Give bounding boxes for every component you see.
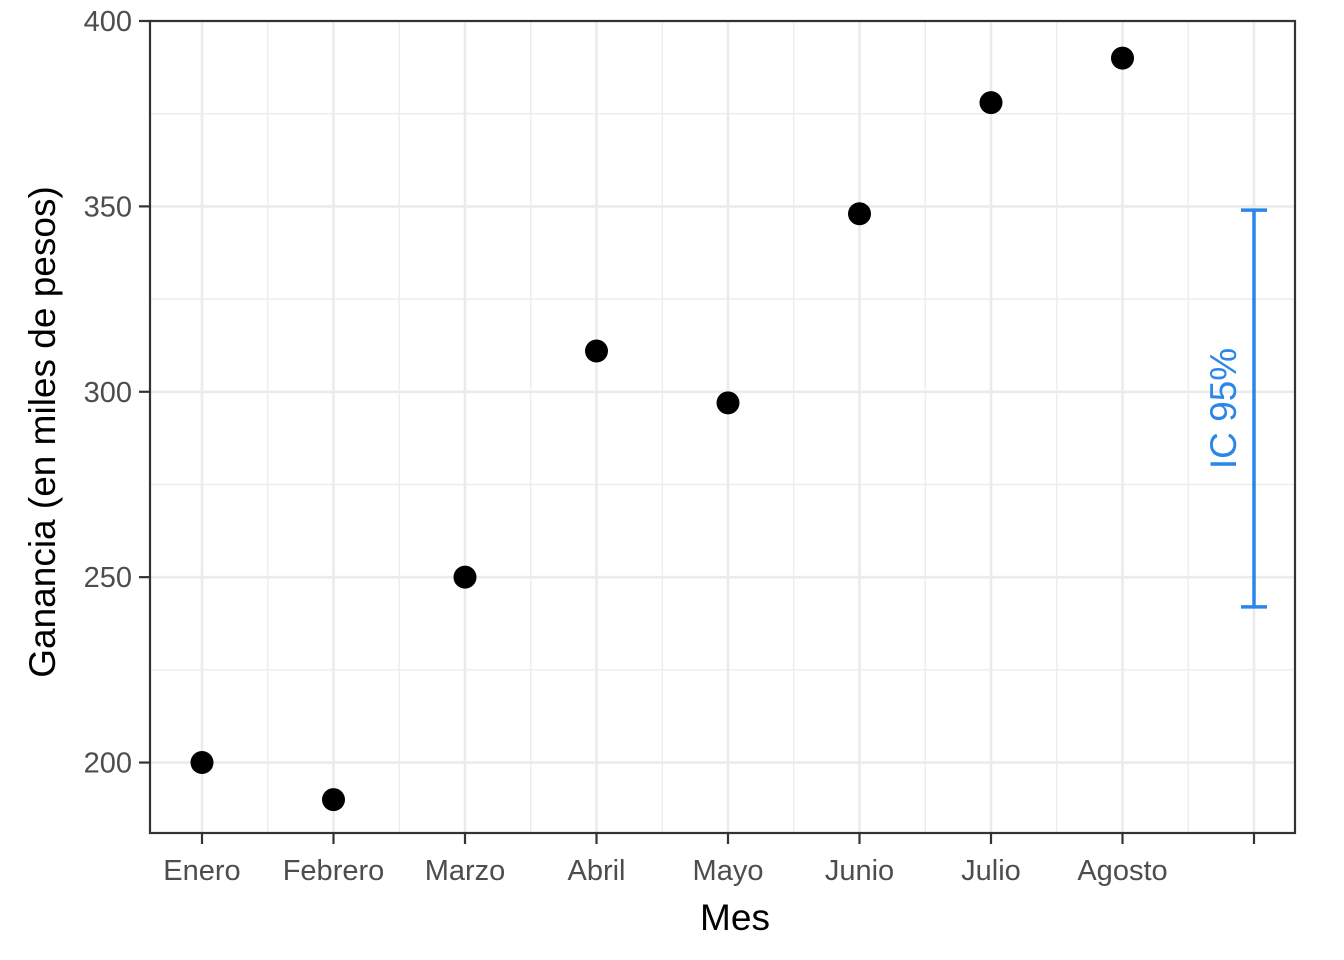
axes: 200 250 300 350 400 Enero Febrero Marzo Abril May…	[84, 6, 1256, 887]
data-point	[322, 788, 345, 812]
y-tick-label: 250	[84, 562, 132, 594]
data-point	[1111, 46, 1134, 70]
ci-label: IC 95%	[1203, 348, 1244, 469]
x-tick-label: Julio	[961, 855, 1021, 887]
data-point	[585, 339, 608, 363]
data-point	[979, 91, 1003, 115]
x-tick-label: Agosto	[1077, 855, 1167, 887]
y-tick-label: 200	[84, 748, 132, 780]
panel-border	[148, 19, 1297, 835]
x-tick-label: Mayo	[693, 855, 764, 887]
y-tick-label: 350	[84, 191, 132, 223]
x-tick-label: Marzo	[425, 855, 506, 887]
data-point	[453, 565, 477, 589]
grid	[150, 19, 1295, 833]
x-tick-label: Abril	[567, 855, 625, 887]
x-axis-title: Mes	[700, 897, 770, 938]
y-tick-label: 400	[84, 6, 132, 38]
x-tick-label: Febrero	[283, 855, 385, 887]
y-tick-label: 300	[84, 377, 132, 409]
x-tick-label: Enero	[163, 855, 240, 887]
data-point	[848, 202, 871, 226]
y-axis-title: Ganancia (en miles de pesos)	[22, 186, 63, 678]
data-points	[190, 46, 1134, 812]
data-point	[190, 751, 214, 775]
ci-errorbar	[1241, 208, 1267, 609]
x-tick-label: Junio	[825, 855, 894, 887]
data-point	[716, 391, 740, 415]
